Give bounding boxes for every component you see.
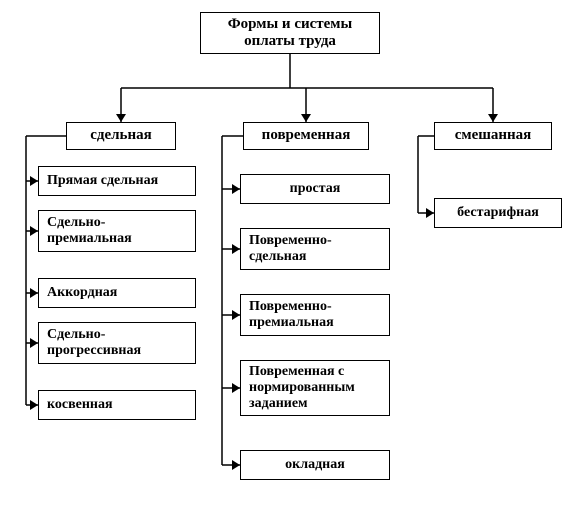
node-a1: Прямая сдельная <box>38 166 196 196</box>
node-label: Сдельно-премиальная <box>47 215 187 247</box>
node-label: смешанная <box>455 127 532 144</box>
node-h3: смешанная <box>434 122 552 150</box>
node-label: Сдельно-прогрессивная <box>47 327 187 359</box>
node-label: простая <box>290 181 341 197</box>
node-label: Повременная с нормированным заданием <box>249 364 381 412</box>
node-label: повременная <box>262 127 351 144</box>
node-a2: Сдельно-премиальная <box>38 210 196 252</box>
node-label: Формы и системы оплаты труда <box>209 16 371 51</box>
node-label: Аккордная <box>47 285 117 301</box>
node-c1: бестарифная <box>434 198 562 228</box>
node-a3: Аккордная <box>38 278 196 308</box>
node-label: сдельная <box>90 127 152 144</box>
node-label: косвенная <box>47 397 113 413</box>
node-b5: окладная <box>240 450 390 480</box>
node-a4: Сдельно-прогрессивная <box>38 322 196 364</box>
node-label: Прямая сдельная <box>47 173 158 189</box>
node-root: Формы и системы оплаты труда <box>200 12 380 54</box>
node-h2: повременная <box>243 122 369 150</box>
node-label: Повременно-премиальная <box>249 299 381 331</box>
node-b1: простая <box>240 174 390 204</box>
node-a5: косвенная <box>38 390 196 420</box>
node-label: Повременно-сдельная <box>249 233 381 265</box>
node-label: окладная <box>285 457 345 473</box>
node-label: бестарифная <box>457 205 539 221</box>
diagram-canvas: Формы и системы оплаты труда сдельная повр… <box>0 0 588 530</box>
node-b4: Повременная с нормированным заданием <box>240 360 390 416</box>
node-h1: сдельная <box>66 122 176 150</box>
node-b3: Повременно-премиальная <box>240 294 390 336</box>
node-b2: Повременно-сдельная <box>240 228 390 270</box>
